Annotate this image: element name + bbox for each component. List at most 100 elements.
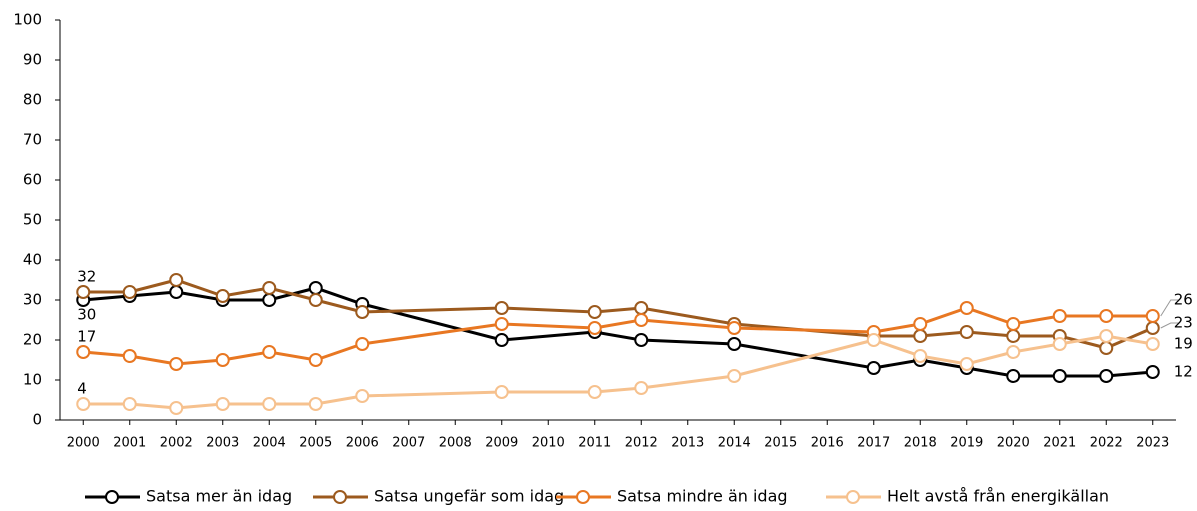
point	[587, 305, 602, 319]
y-tick-label: 20	[23, 331, 42, 349]
y-tick-label: 30	[23, 291, 42, 309]
x-tick-label: 2013	[671, 436, 704, 451]
data-label: 17	[77, 328, 96, 346]
point	[913, 317, 928, 331]
point	[1099, 341, 1114, 355]
legend-marker	[576, 490, 590, 504]
point	[866, 333, 881, 347]
point	[169, 273, 184, 287]
point	[1052, 369, 1067, 383]
x-tick-label: 2022	[1090, 436, 1123, 451]
point	[1145, 309, 1160, 323]
x-tick-label: 2017	[857, 436, 890, 451]
data-label: 23	[1174, 314, 1193, 332]
x-tick-label: 2010	[532, 436, 565, 451]
x-tick-label: 2020	[997, 436, 1030, 451]
legend-label: Satsa mindre än idag	[617, 487, 788, 506]
data-label: 32	[77, 268, 96, 286]
legend-marker	[333, 490, 347, 504]
series-line	[83, 334, 1154, 410]
x-tick-label: 2003	[206, 436, 239, 451]
legend-label: Satsa mer än idag	[146, 487, 292, 506]
y-tick-label: 10	[23, 371, 42, 389]
point	[494, 317, 509, 331]
point	[308, 397, 323, 411]
point	[215, 397, 230, 411]
legend-label: Helt avstå från energikällan	[887, 487, 1109, 506]
point	[262, 345, 277, 359]
point	[169, 357, 184, 371]
point	[1099, 309, 1114, 323]
x-tick-label: 2002	[160, 436, 193, 451]
x-tick-label: 2004	[253, 436, 286, 451]
y-tick-label: 60	[23, 171, 42, 189]
point	[634, 333, 649, 347]
x-tick-label: 2000	[67, 436, 100, 451]
point	[727, 337, 742, 351]
point	[169, 285, 184, 299]
point	[308, 281, 323, 295]
y-tick-label: 70	[23, 131, 42, 149]
leader-line	[1160, 299, 1179, 317]
point	[262, 293, 277, 307]
x-tick-label: 2005	[299, 436, 332, 451]
y-tick-label: 40	[23, 251, 42, 269]
x-tick-label: 2014	[718, 436, 751, 451]
data-label: 19	[1174, 335, 1193, 353]
y-tick-label: 100	[13, 11, 42, 29]
x-tick-label: 2023	[1136, 436, 1169, 451]
y-tick-label: 50	[23, 211, 42, 229]
x-tick-label: 2006	[346, 436, 379, 451]
point	[959, 301, 974, 315]
point	[634, 381, 649, 395]
point	[355, 305, 370, 319]
point	[1052, 309, 1067, 323]
point	[122, 285, 137, 299]
legend-item: Satsa mer än idag	[85, 487, 292, 506]
data-label: 12	[1174, 363, 1193, 381]
point	[308, 293, 323, 307]
point	[76, 345, 91, 359]
point	[494, 333, 509, 347]
point	[727, 321, 742, 335]
point	[913, 349, 928, 363]
legend-item: Satsa mindre än idag	[556, 487, 788, 506]
point	[959, 357, 974, 371]
point	[587, 321, 602, 335]
point	[1006, 369, 1021, 383]
legend-item: Helt avstå från energikällan	[826, 487, 1109, 506]
point	[587, 385, 602, 399]
point	[1145, 365, 1160, 379]
point	[76, 285, 91, 299]
point	[959, 325, 974, 339]
point	[308, 353, 323, 367]
data-label: 4	[77, 380, 87, 398]
point	[727, 369, 742, 383]
point	[355, 337, 370, 351]
point	[1099, 369, 1114, 383]
legend-marker	[105, 490, 119, 504]
point	[122, 349, 137, 363]
point	[76, 397, 91, 411]
data-label: 26	[1174, 291, 1193, 309]
x-tick-label: 2011	[578, 436, 611, 451]
y-tick-label: 80	[23, 91, 42, 109]
x-tick-label: 2018	[904, 436, 937, 451]
legend-marker	[846, 490, 860, 504]
point	[494, 385, 509, 399]
leader-line	[1160, 322, 1179, 329]
series-line	[83, 278, 1154, 350]
point	[494, 301, 509, 315]
point	[866, 361, 881, 375]
point	[1145, 337, 1160, 351]
series-line	[83, 286, 1153, 378]
x-tick-label: 2021	[1043, 436, 1076, 451]
point	[122, 397, 137, 411]
x-tick-label: 2001	[113, 436, 146, 451]
x-tick-label: 2016	[811, 436, 844, 451]
y-tick-label: 90	[23, 51, 42, 69]
x-tick-label: 2007	[392, 436, 425, 451]
point	[355, 389, 370, 403]
point	[1006, 317, 1021, 331]
